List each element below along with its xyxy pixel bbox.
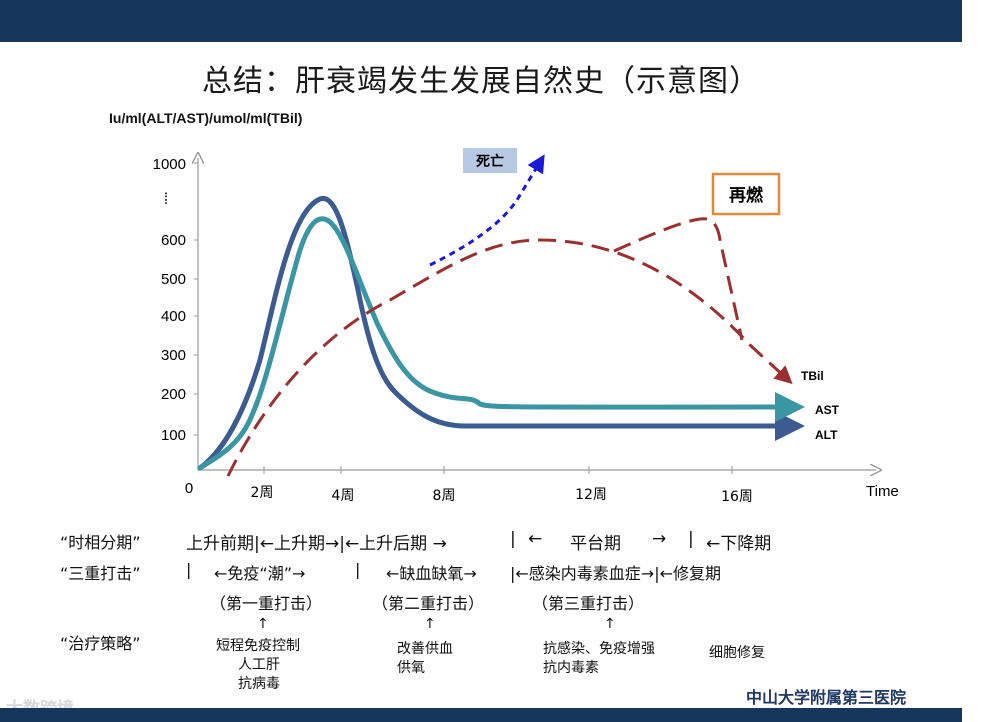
y-tick-marks [194, 162, 198, 436]
strike-second-label: （第二重打击） [372, 594, 485, 613]
institution-footer: 中山大学附属第三医院 [746, 688, 907, 707]
tbil-label: TBil [801, 369, 824, 383]
treatment-cell-repair: 细胞修复 [709, 645, 765, 661]
arrow-up-icon: ↑ [424, 616, 436, 632]
top-banner [0, 0, 962, 42]
rekindle-label: 再燃 [729, 185, 764, 206]
x-tick-label: 16周 [721, 489, 753, 505]
x-tick-marks [263, 466, 733, 474]
phase-arrow-right: → [652, 529, 667, 549]
treatment-immune-control: 短程免疫控制 [216, 638, 300, 654]
phase-separator: | [510, 529, 516, 549]
strike-immune: ←免疫“潮”→ [214, 564, 306, 583]
y-tick-label: 400 [161, 308, 186, 325]
x-axis-label: Time [866, 483, 899, 500]
x-tick-label: 8周 [433, 488, 456, 504]
alt-label: ALT [815, 428, 838, 442]
y-tick-label: 500 [161, 271, 186, 288]
strike-separator: | [355, 560, 361, 579]
treatment-oxygen: 供氧 [397, 660, 425, 676]
tbil-curve [226, 238, 793, 477]
bottom-banner [0, 708, 962, 722]
alt-curve [197, 196, 805, 471]
ast-curve [197, 216, 805, 471]
phase-arrow-left: ← [528, 529, 543, 549]
strike-row-title: “三重打击” [60, 564, 141, 583]
x-tick-label: 2周 [251, 485, 274, 501]
strike-first-label: （第一重打击） [210, 594, 323, 613]
treatment-blood-supply: 改善供血 [397, 641, 453, 657]
page-title: 总结：肝衰竭发生发展自然史（示意图） [202, 64, 760, 99]
ast-label: AST [815, 403, 840, 417]
death-curve [429, 154, 545, 267]
phase-separator: | [688, 529, 694, 549]
arrow-up-icon: ↑ [604, 616, 616, 632]
y-tick-label: 300 [161, 347, 186, 364]
x-tick-label: 12周 [575, 487, 607, 503]
phase-segment: 上升前期|←上升期→|←上升后期 → [186, 534, 447, 554]
death-box [463, 148, 517, 173]
x-tick-label: 4周 [332, 488, 355, 504]
y-tick-label: 200 [161, 386, 186, 403]
strike-infection: |←感染内毒素血症→|←修复期 [510, 564, 722, 583]
x-tick-label: 0 [185, 480, 193, 497]
treatment-row-title: “治疗策略” [60, 634, 141, 653]
strike-ischemia: ←缺血缺氧→ [386, 564, 477, 583]
treatment-antiviral: 抗病毒 [238, 676, 280, 692]
treatment-anti-endotoxin: 抗内毒素 [543, 660, 599, 676]
strike-third-label: （第三重打击） [532, 594, 645, 613]
rekindle-box [711, 172, 781, 216]
y-tick-label: 100 [161, 427, 186, 444]
death-label: 死亡 [475, 153, 504, 170]
strike-separator: | [186, 560, 192, 579]
phase-decline: ←下降期 [706, 534, 772, 554]
tbil-rekindle-branch [613, 217, 744, 341]
y-axis-break: ⁞ [164, 191, 168, 208]
treatment-anti-infection: 抗感染、免疫增强 [543, 641, 655, 657]
y-tick-label: 1000 [153, 156, 186, 173]
phase-row-title: “时相分期” [60, 533, 141, 552]
arrow-up-icon: ↑ [257, 616, 269, 632]
treatment-artificial-liver: 人工肝 [238, 657, 280, 673]
y-axis-label: Iu/ml(ALT/AST)/umol/ml(TBil) [109, 110, 303, 126]
y-tick-label: 600 [161, 232, 186, 249]
phase-plateau: 平台期 [570, 534, 621, 554]
